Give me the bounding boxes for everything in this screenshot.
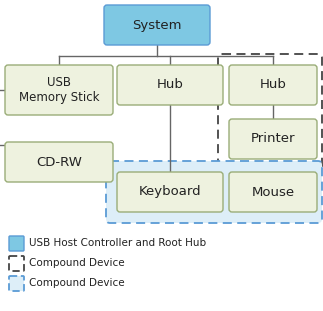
Text: Hub: Hub xyxy=(260,78,287,91)
FancyBboxPatch shape xyxy=(117,172,223,212)
FancyBboxPatch shape xyxy=(117,65,223,105)
FancyBboxPatch shape xyxy=(9,236,24,251)
Text: USB
Memory Stick: USB Memory Stick xyxy=(19,76,99,104)
Text: Mouse: Mouse xyxy=(251,185,295,198)
Text: CD-RW: CD-RW xyxy=(36,156,82,169)
Text: USB Host Controller and Root Hub: USB Host Controller and Root Hub xyxy=(29,239,206,248)
FancyBboxPatch shape xyxy=(104,5,210,45)
FancyBboxPatch shape xyxy=(229,65,317,105)
FancyBboxPatch shape xyxy=(229,119,317,159)
FancyBboxPatch shape xyxy=(5,65,113,115)
Text: Hub: Hub xyxy=(157,78,183,91)
FancyBboxPatch shape xyxy=(229,172,317,212)
FancyBboxPatch shape xyxy=(9,276,24,291)
Text: Printer: Printer xyxy=(251,132,295,146)
Text: Compound Device: Compound Device xyxy=(29,278,125,289)
Text: Keyboard: Keyboard xyxy=(139,185,201,198)
Text: System: System xyxy=(132,18,182,31)
FancyBboxPatch shape xyxy=(106,161,322,223)
Text: Compound Device: Compound Device xyxy=(29,258,125,268)
FancyBboxPatch shape xyxy=(5,142,113,182)
